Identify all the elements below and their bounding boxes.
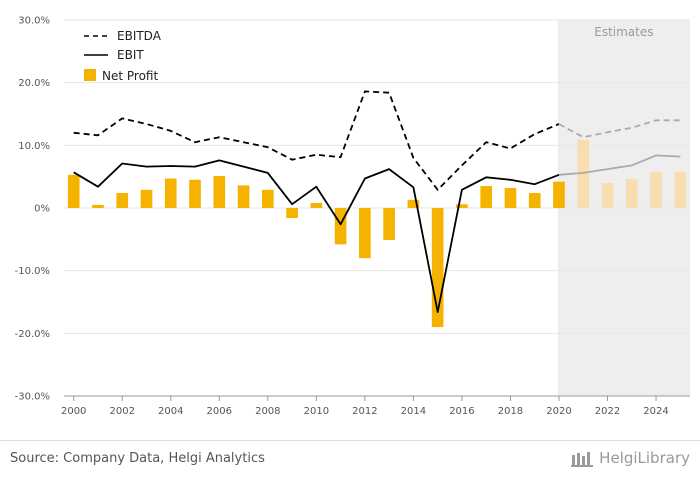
x-tick-label: 2022 [595, 406, 620, 417]
y-tick-label: -30.0% [15, 392, 50, 403]
chart: Estimates 30.0% 20.0% 10.0% 0% -10.0% -20.0% -… [15, 16, 690, 417]
net-profit-bar [237, 185, 250, 208]
estimates-label: Estimates [594, 25, 653, 39]
net-profit-bar [213, 176, 226, 208]
x-tick-label: 2004 [158, 406, 183, 417]
y-tick-label: 10.0% [18, 141, 50, 152]
x-tick-label: 2024 [643, 406, 668, 417]
legend-net-profit-swatch [84, 69, 96, 81]
y-tick-label: -20.0% [15, 329, 50, 340]
net-profit-bar [650, 171, 662, 208]
ebit-line [73, 159, 560, 313]
net-profit-bar [67, 174, 80, 208]
source-note: Source: Company Data, Helgi Analytics [10, 451, 265, 466]
y-tick-label: -10.0% [15, 266, 50, 277]
net-profit-bar [577, 139, 590, 208]
net-profit-bar [189, 179, 201, 208]
net-profit-bar [92, 204, 104, 208]
legend: EBITDA EBIT Net Profit [84, 29, 162, 83]
net-profit-bar [164, 178, 177, 208]
net-profit-bar [480, 186, 493, 208]
net-profit-bar [116, 192, 129, 208]
net-profit-bar [528, 192, 541, 208]
y-tick-label: 20.0% [18, 78, 50, 89]
brand-logo: HelgiLibrary [571, 449, 690, 467]
y-axis: 30.0% 20.0% 10.0% 0% -10.0% -20.0% -30.0% [15, 16, 50, 403]
net-profit-bar [431, 208, 444, 328]
ebit-estimate-line [558, 154, 681, 176]
x-tick-label: 2002 [110, 406, 135, 417]
net-profit-bar [601, 182, 614, 208]
net-profit-bar [407, 199, 420, 208]
series-lines [73, 90, 681, 313]
legend-ebit-label: EBIT [117, 48, 144, 62]
net-profit-bar [383, 208, 395, 240]
net-profit-bar [286, 208, 298, 219]
x-tick-label: 2014 [401, 406, 426, 417]
net-profit-bar [334, 208, 347, 245]
x-tick-label: 2008 [255, 406, 280, 417]
library-icon [571, 452, 594, 467]
y-tick-label: 0% [34, 204, 50, 215]
x-axis: 2000 2002 2004 2006 2008 2010 2012 2014 2016 2018… [61, 395, 690, 417]
x-tick-label: 2020 [546, 406, 571, 417]
net-profit-bar [504, 187, 517, 208]
x-tick-label: 2012 [352, 406, 377, 417]
x-tick-label: 2016 [449, 406, 474, 417]
footer: Source: Company Data, Helgi Analytics He… [0, 440, 700, 484]
net-profit-bar [674, 171, 687, 208]
net-profit-bar [140, 189, 153, 208]
ebitda-estimate-line [558, 119, 681, 139]
net-profit-bar [359, 208, 371, 259]
net-profit-bar [261, 189, 274, 208]
legend-ebitda-label: EBITDA [117, 29, 162, 43]
net-profit-bar [553, 181, 565, 208]
net-profit-bar [310, 202, 323, 208]
net-profit-bars [67, 139, 687, 328]
x-tick-label: 2000 [61, 406, 86, 417]
ebitda-line [73, 90, 560, 191]
y-tick-label: 30.0% [18, 16, 50, 27]
legend-net-profit-label: Net Profit [102, 69, 158, 83]
x-tick-label: 2018 [498, 406, 523, 417]
brand-name: HelgiLibrary [599, 449, 690, 467]
x-tick-label: 2006 [207, 406, 232, 417]
net-profit-bar [456, 204, 468, 208]
net-profit-bar [625, 179, 638, 208]
x-tick-label: 2010 [304, 406, 329, 417]
